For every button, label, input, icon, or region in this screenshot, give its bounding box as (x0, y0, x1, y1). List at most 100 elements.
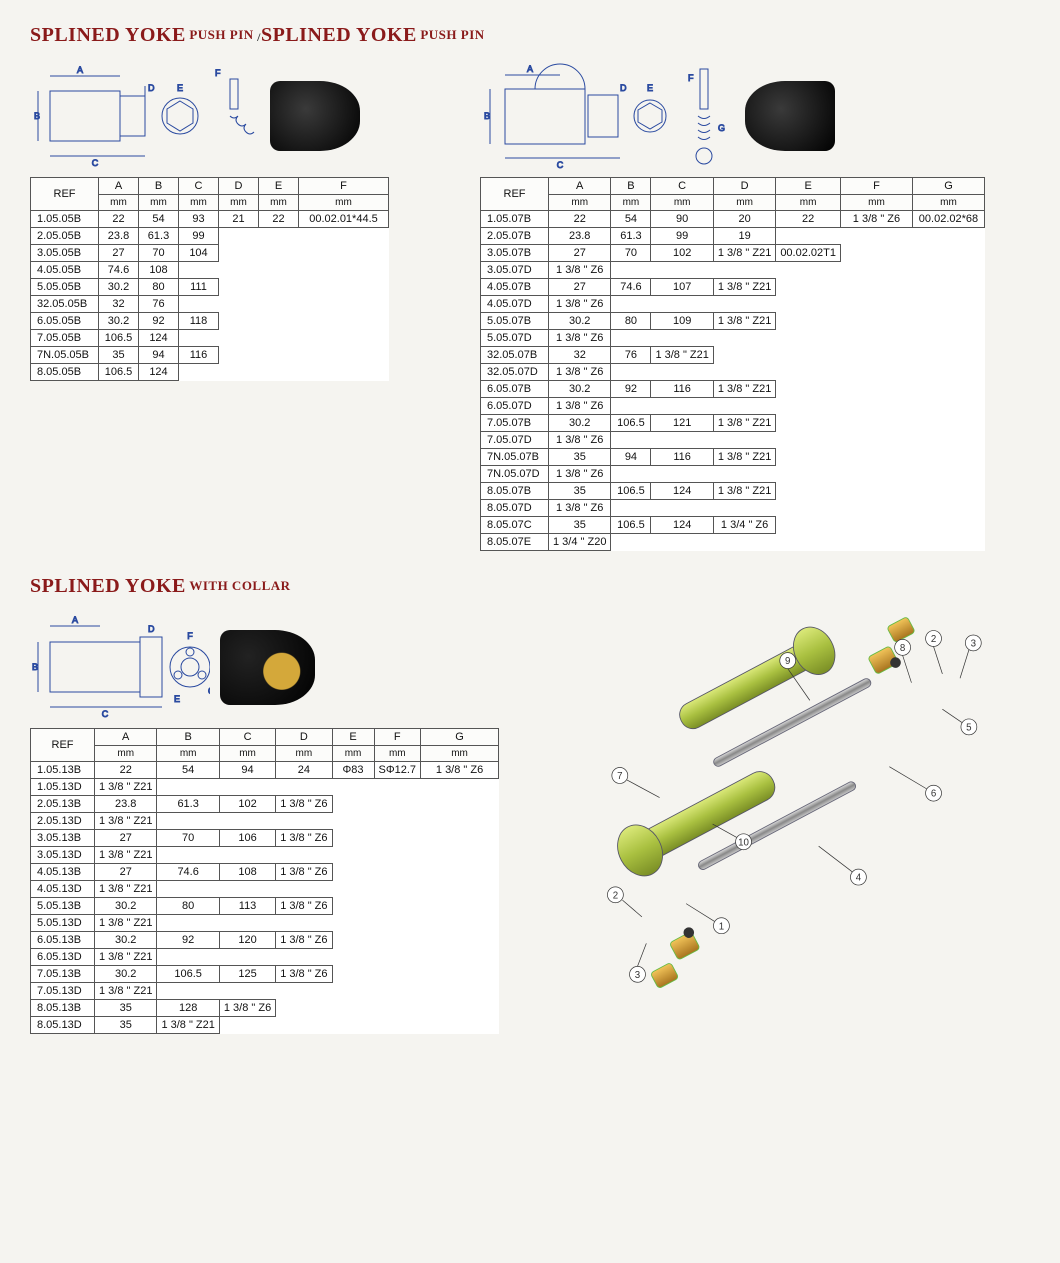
diagram-row-1: A B C D E F (30, 61, 460, 171)
table-row: 5.05.13D1 3/8 " Z21 (31, 915, 499, 932)
table-row: 32.05.05B3276 (31, 296, 389, 313)
table-row: 8.05.07E1 3/4 " Z20 (481, 534, 985, 551)
table-row: 3.05.05B2770104 (31, 245, 389, 262)
callout-5: 5 (942, 709, 976, 735)
table-row: 4.05.13D1 3/8 " Z21 (31, 881, 499, 898)
yoke-drawing-2: A B C D E (480, 61, 670, 171)
svg-text:7: 7 (617, 771, 622, 782)
svg-text:D: D (620, 83, 627, 93)
table-row: 1.05.13B22549424Φ83SΦ12.71 3/8 " Z6 (31, 762, 499, 779)
table-row: 4.05.07B2774.61071 3/8 " Z21 (481, 279, 985, 296)
svg-text:9: 9 (785, 656, 790, 667)
callout-4: 4 (819, 846, 867, 885)
diagram-row-3: A B C D F E G (30, 612, 499, 722)
table-row: 7N.05.07B35941161 3/8 " Z21 (481, 449, 985, 466)
table-row: 32.05.07D1 3/8 " Z6 (481, 364, 985, 381)
page-title-2: SPLINED YOKE WITH COLLAR (30, 575, 1030, 598)
svg-text:2: 2 (931, 634, 936, 645)
yoke-photo-2 (745, 81, 835, 151)
table-row: 8.05.07C35106.51241 3/4 " Z6 (481, 517, 985, 534)
svg-text:4: 4 (856, 873, 862, 884)
table-row: 3.05.13B27701061 3/8 " Z6 (31, 830, 499, 847)
table-row: 4.05.05B74.6108 (31, 262, 389, 279)
table-row: 4.05.13B2774.61081 3/8 " Z6 (31, 864, 499, 881)
table-row: 3.05.07B27701021 3/8 " Z2100.02.02T1 (481, 245, 985, 262)
table-row: 7.05.13D1 3/8 " Z21 (31, 983, 499, 1000)
table-row: 3.05.13D1 3/8 " Z21 (31, 847, 499, 864)
table-row: 7.05.07B30.2106.51211 3/8 " Z21 (481, 415, 985, 432)
svg-text:B: B (484, 111, 490, 121)
table-row: 8.05.13B351281 3/8 " Z6 (31, 1000, 499, 1017)
svg-text:8: 8 (900, 643, 905, 654)
table-row: 5.05.07B30.2801091 3/8 " Z21 (481, 313, 985, 330)
table-row: 3.05.07D1 3/8 " Z6 (481, 262, 985, 279)
svg-text:B: B (34, 111, 40, 121)
yoke-drawing-1: A B C D E (30, 61, 200, 171)
svg-text:A: A (527, 64, 533, 74)
table-row: 5.05.13B30.2801131 3/8 " Z6 (31, 898, 499, 915)
table-row: 32.05.07B32761 3/8 " Z21 (481, 347, 985, 364)
callout-7: 7 (612, 768, 660, 798)
yoke-collar-drawing: A B C D F E G (30, 612, 210, 722)
table-row: 8.05.07D1 3/8 " Z6 (481, 500, 985, 517)
svg-text:C: C (92, 158, 99, 168)
exploded-assembly-diagram: 9 8 2 3 5 6 7 4 10 1 2 3 (519, 612, 1030, 992)
svg-text:C: C (102, 709, 109, 719)
svg-text:G: G (718, 123, 725, 133)
svg-text:5: 5 (966, 722, 971, 733)
svg-text:B: B (32, 662, 38, 672)
svg-text:F: F (187, 631, 193, 641)
svg-text:F: F (215, 68, 221, 78)
svg-text:6: 6 (931, 789, 936, 800)
bolt-spring-drawing: G F (680, 61, 735, 171)
table-row: 1.05.13D1 3/8 " Z21 (31, 779, 499, 796)
table-row: 7.05.13B30.2106.51251 3/8 " Z6 (31, 966, 499, 983)
svg-text:D: D (148, 624, 155, 634)
table-row: 2.05.05B23.861.399 (31, 228, 389, 245)
callout-3b: 3 (630, 943, 647, 982)
spec-table-1: REFABCDEFmmmmmmmmmmmm1.05.05B22549321220… (30, 177, 389, 381)
table-row: 7.05.07D1 3/8 " Z6 (481, 432, 985, 449)
svg-text:D: D (148, 83, 155, 93)
table-row: 5.05.07D1 3/8 " Z6 (481, 330, 985, 347)
table-row: 2.05.13D1 3/8 " Z21 (31, 813, 499, 830)
yoke-photo-1 (270, 81, 360, 151)
table-row: 2.05.07B23.861.39919 (481, 228, 985, 245)
svg-text:C: C (557, 160, 564, 170)
table-row: 6.05.13D1 3/8 " Z21 (31, 949, 499, 966)
callout-3a: 3 (960, 635, 981, 678)
svg-text:E: E (177, 83, 183, 93)
callout-6: 6 (889, 767, 941, 801)
svg-text:E: E (174, 694, 180, 704)
callout-2b: 2 (608, 887, 642, 917)
svg-text:A: A (72, 615, 78, 625)
table-row: 4.05.07D1 3/8 " Z6 (481, 296, 985, 313)
table-row: 1.05.07B22549020221 3/8 " Z600.02.02*68 (481, 211, 985, 228)
svg-text:1: 1 (719, 921, 724, 932)
table-row: 6.05.07B30.2921161 3/8 " Z21 (481, 381, 985, 398)
yoke-collar-photo (220, 630, 315, 705)
callout-2a: 2 (926, 631, 943, 674)
table-row: 7.05.05B106.5124 (31, 330, 389, 347)
svg-text:E: E (647, 83, 653, 93)
table-row: 8.05.13D351 3/8 " Z21 (31, 1017, 499, 1034)
spring-pin-drawing: F (210, 61, 260, 171)
svg-text:G: G (208, 686, 210, 696)
svg-text:10: 10 (738, 837, 749, 848)
spec-table-2: REFABCDEFGmmmmmmmmmmmmmm1.05.07B22549020… (480, 177, 985, 551)
diagram-row-2: A B C D E G F (480, 61, 1030, 171)
table-row: 1.05.05B225493212200.02.01*44.5 (31, 211, 389, 228)
table-row: 8.05.07B35106.51241 3/8 " Z21 (481, 483, 985, 500)
table-row: 6.05.05B30.292118 (31, 313, 389, 330)
svg-text:2: 2 (613, 890, 618, 901)
svg-text:A: A (77, 65, 83, 75)
table-row: 7N.05.07D1 3/8 " Z6 (481, 466, 985, 483)
svg-text:F: F (688, 73, 694, 83)
svg-text:3: 3 (971, 638, 976, 649)
table-row: 7N.05.05B3594116 (31, 347, 389, 364)
page-title-1: SPLINED YOKE PUSH PIN /SPLINED YOKE PUSH… (30, 24, 1030, 47)
table-row: 2.05.13B23.861.31021 3/8 " Z6 (31, 796, 499, 813)
svg-text:3: 3 (635, 970, 640, 981)
table-row: 6.05.07D1 3/8 " Z6 (481, 398, 985, 415)
spec-table-3: REFABCDEFGmmmmmmmmmmmmmm1.05.13B22549424… (30, 728, 499, 1034)
